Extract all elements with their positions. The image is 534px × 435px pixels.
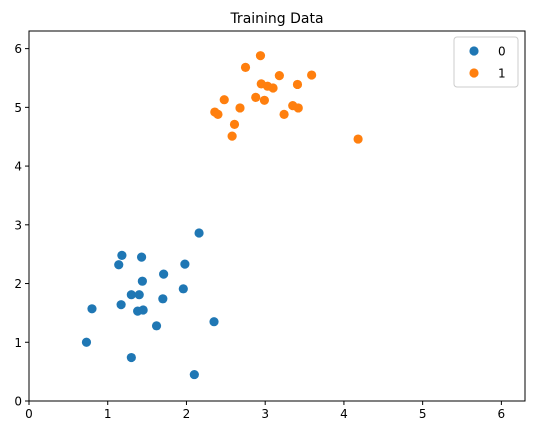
y-tick-label: 5 — [14, 101, 22, 115]
data-point — [259, 95, 269, 105]
legend: 01 — [453, 36, 519, 88]
data-point — [180, 259, 190, 269]
y-tick-label: 6 — [14, 42, 22, 56]
data-point — [229, 119, 240, 129]
data-point — [255, 51, 266, 61]
x-tick-label: 3 — [261, 407, 269, 421]
data-point — [126, 290, 136, 300]
data-point — [114, 260, 124, 270]
series-0 — [81, 228, 219, 380]
data-point — [126, 352, 136, 363]
data-point — [279, 109, 289, 119]
y-tick-label: 3 — [14, 218, 22, 232]
data-point — [116, 300, 126, 310]
legend-label: 0 — [498, 45, 506, 59]
data-point — [151, 321, 162, 331]
legend-item-1: 1 — [469, 67, 506, 81]
y-tick-label: 0 — [14, 395, 22, 409]
data-point — [158, 294, 168, 304]
data-point — [292, 79, 303, 90]
data-point — [227, 131, 237, 141]
legend-marker — [469, 46, 479, 56]
y-tick-label: 2 — [14, 277, 22, 291]
data-point — [159, 269, 169, 279]
data-point — [134, 290, 144, 300]
data-point — [137, 276, 147, 286]
data-points-layer — [81, 51, 363, 380]
data-point — [213, 109, 223, 119]
data-point — [274, 71, 284, 81]
data-point — [219, 95, 229, 105]
y-tick-label: 4 — [14, 160, 22, 174]
data-point — [251, 92, 261, 102]
data-point — [307, 70, 317, 80]
series-1 — [210, 51, 363, 144]
plot-area-frame — [28, 30, 526, 402]
legend-label: 1 — [498, 67, 506, 81]
data-point — [189, 369, 199, 380]
legend-item-0: 0 — [469, 45, 506, 59]
x-tick-label: 4 — [340, 407, 348, 421]
data-point — [117, 250, 127, 260]
data-point — [138, 305, 148, 315]
y-axis: 0 1 2 3 4 5 6 — [14, 42, 29, 409]
y-tick-label: 1 — [14, 336, 22, 350]
x-tick-label: 1 — [104, 407, 112, 421]
data-point — [235, 103, 245, 113]
x-axis: 0 1 2 3 4 5 6 — [25, 401, 505, 421]
data-point — [81, 337, 92, 347]
x-tick-label: 5 — [419, 407, 427, 421]
chart-title: Training Data — [229, 11, 323, 27]
legend-box — [453, 36, 519, 88]
data-point — [293, 103, 303, 113]
data-point — [209, 317, 219, 327]
x-tick-label: 6 — [498, 407, 506, 421]
x-tick-label: 2 — [183, 407, 191, 421]
data-point — [194, 228, 204, 238]
data-point — [353, 134, 363, 144]
x-tick-label: 0 — [25, 407, 33, 421]
data-point — [268, 83, 278, 93]
data-point — [136, 252, 147, 262]
data-point — [178, 284, 188, 294]
data-point — [87, 304, 97, 314]
data-point — [240, 62, 251, 73]
legend-marker — [469, 68, 479, 78]
